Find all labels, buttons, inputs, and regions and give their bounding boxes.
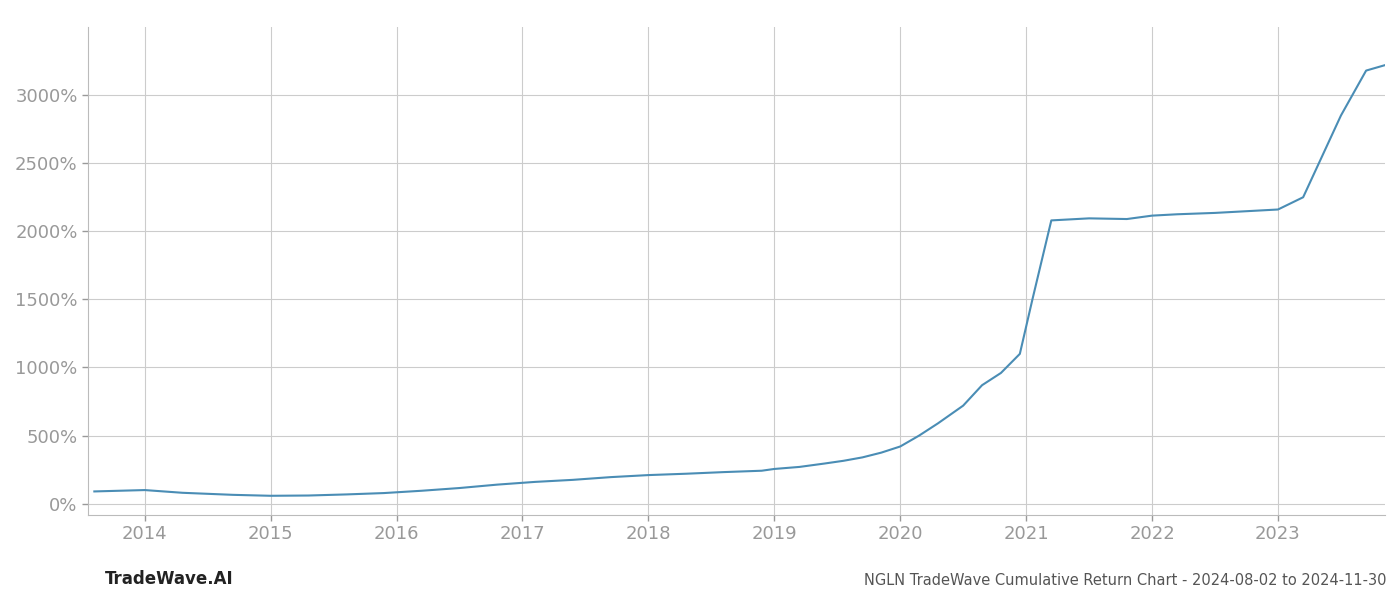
Text: NGLN TradeWave Cumulative Return Chart - 2024-08-02 to 2024-11-30: NGLN TradeWave Cumulative Return Chart -…: [864, 573, 1386, 588]
Text: TradeWave.AI: TradeWave.AI: [105, 570, 234, 588]
